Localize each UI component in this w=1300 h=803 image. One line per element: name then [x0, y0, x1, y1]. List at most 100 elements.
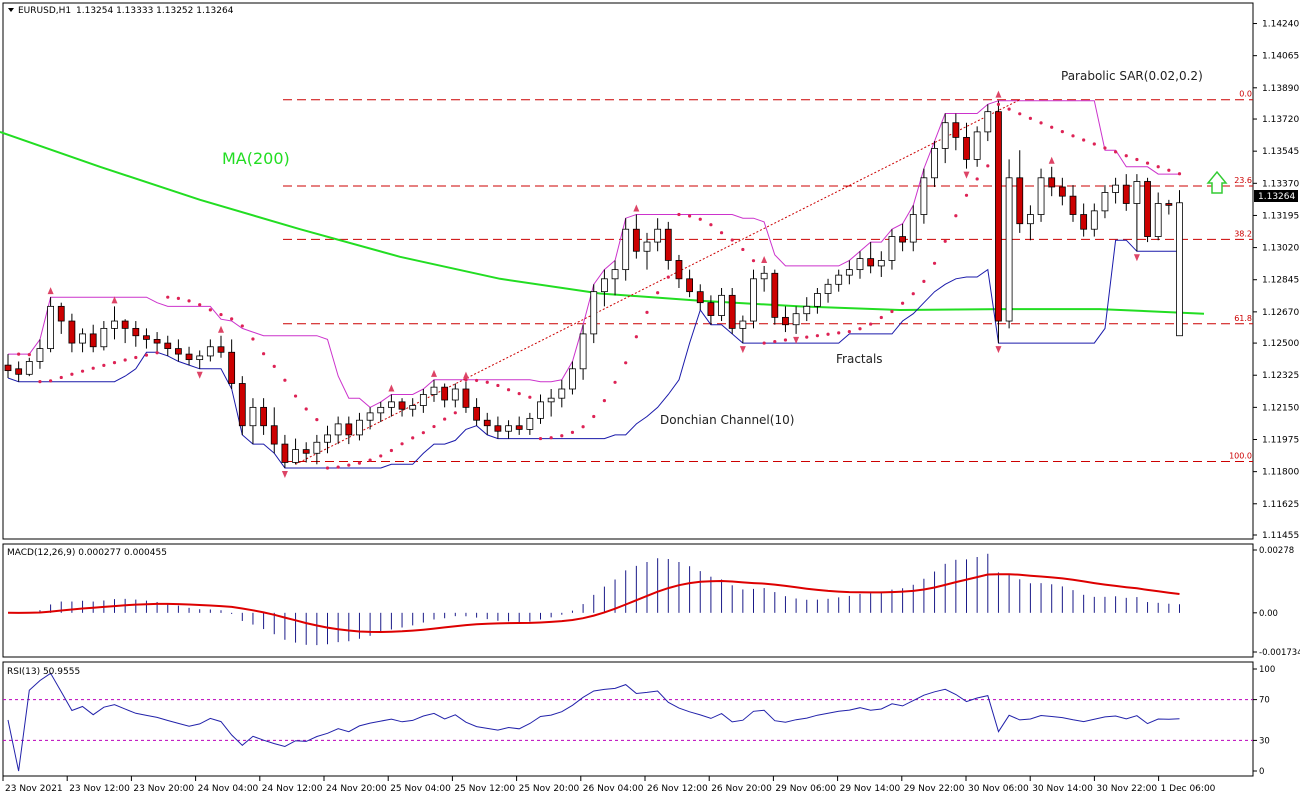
candle-body	[739, 320, 747, 329]
sar-dot	[837, 331, 841, 335]
candle-body	[1101, 192, 1109, 212]
rsi-label: RSI(13) 50.9555	[7, 667, 80, 677]
sar-dot	[964, 193, 969, 197]
candle-body	[1154, 203, 1162, 237]
candle-body	[1048, 177, 1056, 188]
sar-dot	[443, 417, 447, 421]
rsi-series: 100 70 30 0	[3, 665, 1275, 777]
sar-dot	[581, 425, 585, 429]
candle-body	[590, 291, 598, 335]
candle-body	[57, 305, 65, 322]
candle-body	[398, 401, 406, 410]
sar-dot	[549, 436, 553, 440]
time-tick-label: 29 Nov 06:00	[775, 784, 836, 794]
fib-level-label: 0.0	[1239, 90, 1252, 99]
sar-dot	[251, 337, 255, 341]
candle-body	[515, 425, 523, 430]
time-tick-label: 30 Nov 06:00	[968, 784, 1029, 794]
sar-dot	[1060, 129, 1064, 134]
candle-body	[952, 122, 960, 138]
sar-dot	[634, 335, 638, 339]
candle-body	[377, 406, 385, 414]
candle-body	[643, 241, 651, 252]
candle-body	[1122, 184, 1130, 204]
ma-annotation: MA(200)	[222, 149, 290, 168]
sar-dot	[783, 338, 788, 342]
fractal-up-icon	[431, 369, 437, 377]
fractal-down-icon	[995, 346, 1002, 354]
price-tick-label: 1.12845	[1262, 276, 1299, 286]
price-tick-label: 1.14065	[1262, 52, 1299, 62]
sar-dot	[1092, 142, 1096, 146]
sar-dot	[901, 301, 905, 305]
sar-dot	[879, 315, 883, 320]
candle-body	[313, 441, 321, 454]
time-tick-label: 26 Nov 20:00	[711, 784, 772, 794]
candle-body	[494, 425, 502, 432]
fib-level-label: 100.0	[1229, 452, 1252, 461]
fractal-up-icon	[47, 287, 54, 295]
candle-body	[228, 351, 236, 384]
candle-body	[302, 449, 310, 454]
candle-body	[1176, 202, 1183, 337]
sar-dot	[826, 332, 830, 336]
sar-dot	[773, 339, 777, 344]
sar-dot	[400, 442, 404, 446]
price-tick-label: 1.13720	[1262, 115, 1299, 125]
sar-dot	[496, 383, 500, 388]
candle-body	[324, 434, 331, 443]
fractal-up-icon	[111, 296, 118, 304]
candle-body	[675, 260, 683, 280]
sar-dot	[560, 434, 564, 438]
fib-anchor-trendline	[295, 99, 1020, 465]
fractal-up-icon	[218, 325, 224, 333]
sar-dot	[1135, 157, 1139, 162]
sar-dot	[1082, 138, 1086, 142]
sar-dot	[368, 458, 372, 462]
candles	[4, 100, 1183, 468]
candle-body	[483, 419, 491, 427]
sar-dot	[357, 461, 362, 465]
macd-series: 0.00278 0.00 -0.001734	[7, 546, 1300, 658]
candle-body	[419, 394, 427, 406]
sar-dot	[475, 378, 479, 383]
sar-dot	[815, 334, 820, 338]
sar-dot	[1050, 125, 1054, 129]
price-tick-label: 1.13195	[1262, 211, 1299, 221]
price-tick-label: 1.13370	[1262, 179, 1299, 189]
sar-dot	[1071, 134, 1075, 138]
sar-dot	[59, 375, 63, 380]
macd-tick-label: 0.00278	[1259, 546, 1294, 556]
sar-dot	[283, 378, 287, 382]
sar-dot	[325, 466, 330, 470]
fractal-down-icon	[739, 346, 746, 354]
sar-dot	[602, 399, 607, 403]
macd-pane	[2, 543, 1254, 658]
candle-body	[696, 291, 704, 304]
sar-dot	[677, 212, 681, 217]
candle-body	[1112, 184, 1119, 193]
symbol-label: EURUSD,H1	[18, 6, 71, 16]
candle-body	[867, 258, 875, 267]
price-tick-label: 1.11975	[1262, 436, 1299, 446]
price-tick-label: 1.12325	[1262, 371, 1299, 381]
candle-body	[36, 348, 44, 362]
candle-body	[601, 278, 608, 293]
candle-body	[941, 122, 949, 149]
candle-body	[89, 333, 97, 348]
candle-body	[281, 443, 289, 463]
sar-dot	[230, 317, 234, 321]
sar-dot	[91, 366, 95, 370]
candle-body	[153, 339, 161, 344]
donchian-upper-line	[8, 100, 1180, 408]
sar-dot	[347, 463, 351, 467]
candle-body	[206, 346, 214, 357]
sar-dot	[762, 341, 766, 345]
sar-dot	[570, 430, 575, 434]
dropdown-triangle-icon[interactable]	[8, 8, 14, 12]
sar-dot	[102, 363, 106, 367]
candle-body	[409, 405, 417, 410]
time-tick-label: 29 Nov 14:00	[840, 784, 901, 794]
fractal-down-icon	[196, 371, 203, 379]
rsi-tick-label: 30	[1259, 736, 1270, 746]
